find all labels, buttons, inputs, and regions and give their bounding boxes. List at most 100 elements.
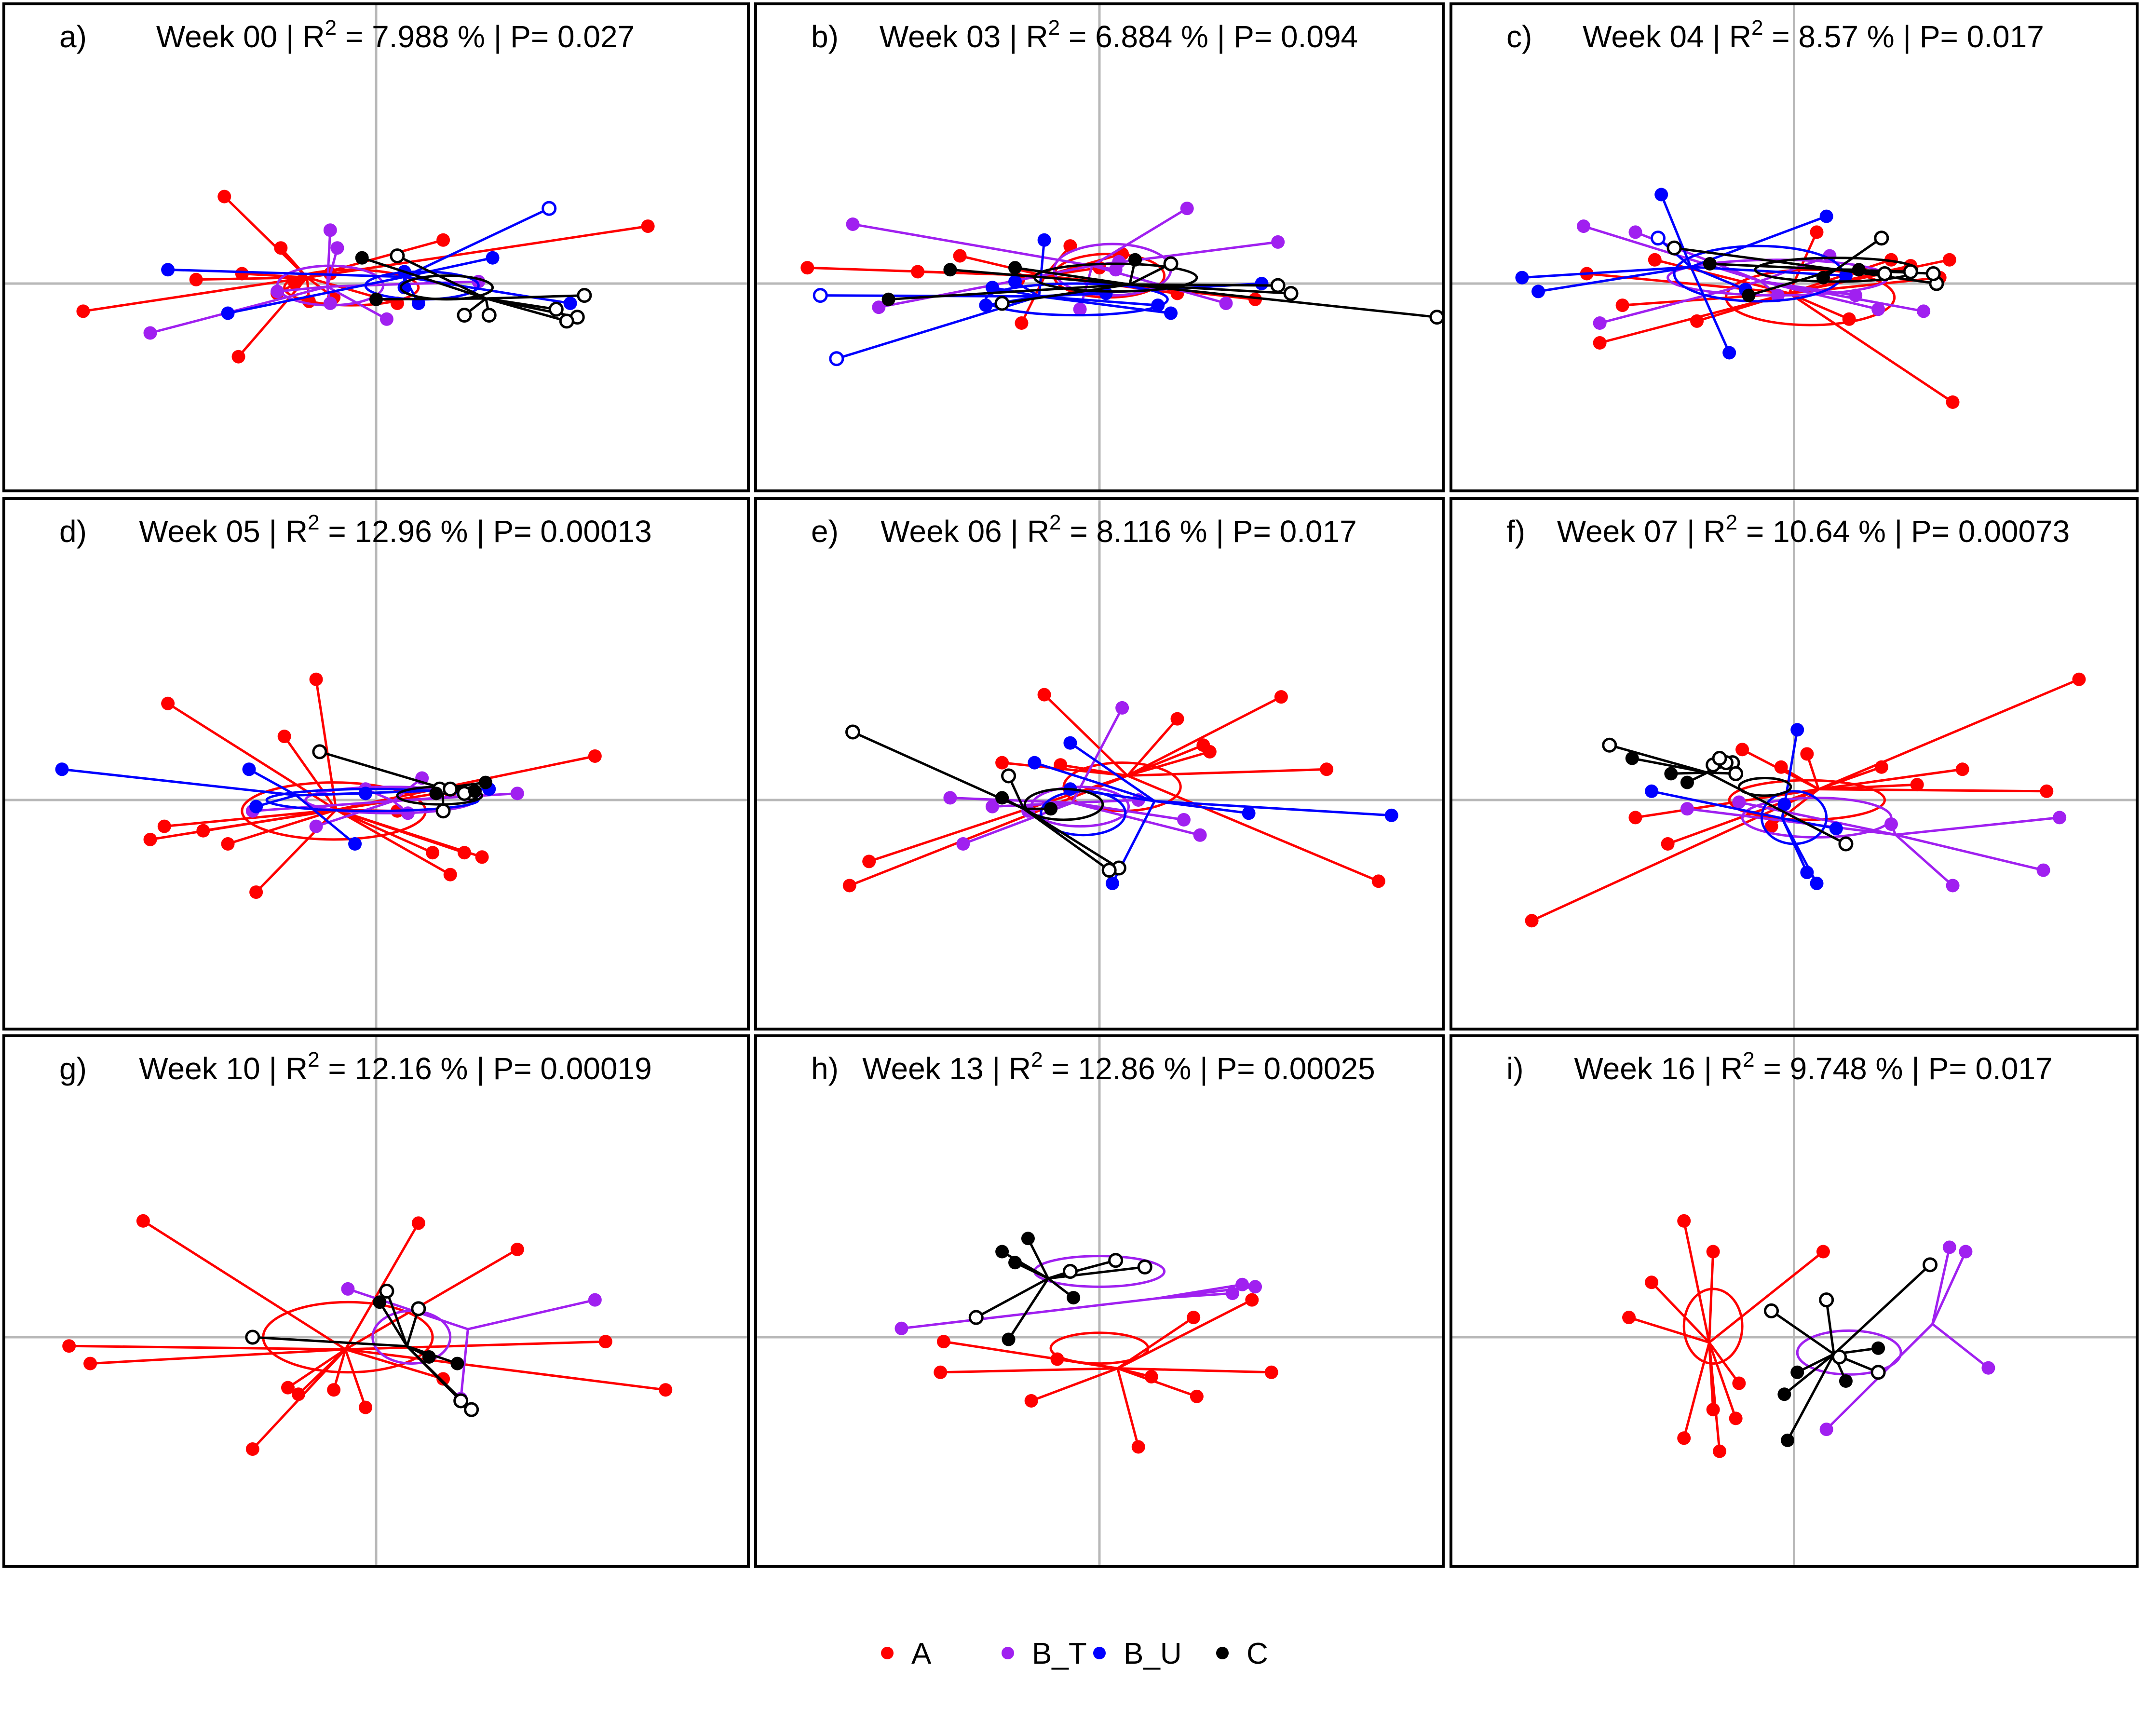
data-point — [1248, 1280, 1262, 1294]
data-point — [862, 854, 876, 868]
spider-line — [1895, 834, 1954, 887]
data-point — [588, 749, 602, 763]
data-point — [221, 306, 235, 320]
series-b-t — [1680, 795, 2067, 893]
data-point — [1946, 395, 1960, 409]
title-week: Week 05 | R — [139, 514, 308, 549]
series-c — [312, 744, 492, 819]
data-point — [1645, 784, 1659, 798]
data-point — [1955, 762, 1969, 776]
spider-line — [1609, 744, 1708, 774]
spider-line — [69, 1344, 346, 1351]
panel-border — [754, 1034, 1445, 1568]
confidence-ellipse — [1737, 777, 1792, 797]
title-p-value: P= 0.094 — [1233, 19, 1358, 54]
spider-line — [287, 1348, 346, 1389]
spider-line — [1708, 1342, 1721, 1451]
data-point — [1781, 1433, 1795, 1447]
data-point — [995, 756, 1009, 770]
data-point-open — [453, 1393, 469, 1409]
spider-line — [1586, 272, 1789, 295]
title-week: Week 16 | R — [1574, 1051, 1743, 1086]
data-point — [309, 672, 323, 686]
confidence-ellipse — [1724, 268, 1896, 326]
data-point — [189, 272, 203, 286]
data-point — [235, 267, 249, 281]
data-point — [458, 846, 471, 860]
series-b-u — [55, 762, 496, 851]
data-point — [1823, 249, 1837, 263]
title-r2-value: = 8.57 % | — [1763, 19, 1919, 54]
data-point — [1593, 316, 1607, 330]
data-point-open — [1819, 1292, 1834, 1308]
data-point — [1680, 802, 1694, 816]
plot-area — [756, 499, 1443, 1029]
data-point-open — [577, 288, 592, 303]
spider-line — [379, 1301, 408, 1347]
data-point — [274, 241, 288, 255]
spider-line — [1154, 800, 1249, 814]
data-point-open — [1108, 1253, 1124, 1268]
spider-line — [1682, 1221, 1711, 1343]
data-point — [510, 787, 524, 800]
data-point-open — [1877, 266, 1893, 281]
data-point — [1054, 758, 1068, 772]
plot-area — [1451, 4, 2137, 491]
title-p-value: P= 0.017 — [1233, 514, 1357, 549]
data-point — [1959, 1245, 1973, 1259]
data-point-open — [994, 296, 1010, 311]
data-point — [563, 297, 577, 310]
spider-line — [347, 1288, 469, 1330]
data-point-open — [245, 1329, 260, 1345]
spider-line — [486, 297, 556, 311]
data-point — [373, 1295, 387, 1309]
spider-line — [1070, 742, 1155, 802]
panel-title: Week 06 | R2 = 8.116 % | P= 0.017 — [881, 511, 1357, 549]
spider-line — [62, 768, 297, 797]
spider-line — [1797, 1353, 1835, 1374]
title-r2-value: = 12.96 % | — [320, 514, 493, 549]
data-point — [288, 277, 302, 290]
panel-title: Week 16 | R2 = 9.748 % | P= 0.017 — [1574, 1048, 2052, 1086]
data-point — [881, 292, 895, 306]
data-point — [249, 800, 263, 814]
data-point — [1839, 1374, 1853, 1388]
data-point — [1190, 1389, 1204, 1403]
data-point — [475, 850, 489, 864]
data-point — [1109, 263, 1123, 277]
spider-line — [83, 276, 308, 312]
data-point-open — [1062, 1264, 1078, 1279]
spider-line — [1034, 761, 1155, 802]
title-week: Week 00 | R — [156, 19, 325, 54]
title-p-value: P= 0.017 — [1920, 19, 2044, 54]
spider-line — [1709, 262, 1836, 271]
spider-line — [1127, 774, 1379, 882]
data-point — [1800, 866, 1814, 880]
spider-line — [345, 1340, 606, 1351]
spider-line — [1651, 1281, 1710, 1343]
title-week: Week 04 | R — [1583, 19, 1751, 54]
data-point — [1245, 1293, 1259, 1307]
data-point — [894, 1321, 908, 1335]
panel-letter: f) — [1506, 514, 1525, 549]
data-point — [1525, 914, 1539, 928]
title-r2-value: = 8.116 % | — [1061, 514, 1233, 549]
data-point — [2040, 784, 2054, 798]
title-p-value: P= 0.00073 — [1911, 514, 2070, 549]
data-point — [936, 1335, 950, 1349]
data-point — [1713, 1444, 1727, 1458]
spider-line — [164, 808, 337, 828]
spider-line — [1932, 1323, 1989, 1369]
data-point-open — [968, 1310, 984, 1325]
data-point — [231, 350, 245, 364]
legend-label: C — [1247, 1637, 1268, 1670]
spider-line — [1127, 744, 1204, 777]
spider-line — [1708, 1251, 1715, 1343]
spider-line — [223, 195, 308, 279]
data-point — [1732, 1376, 1746, 1390]
data-point — [842, 879, 856, 893]
data-point — [1151, 298, 1165, 312]
plot-area — [1451, 499, 2137, 1029]
title-p-value: P= 0.027 — [510, 19, 635, 54]
panel-border — [2, 1034, 750, 1568]
